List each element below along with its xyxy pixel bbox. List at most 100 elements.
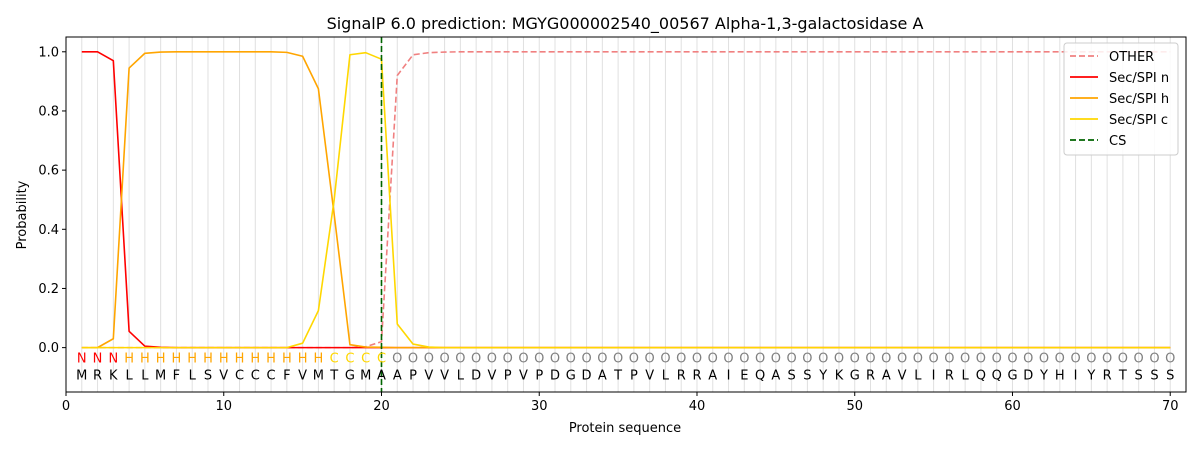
region-label: H bbox=[124, 351, 134, 366]
residue-label: M bbox=[313, 369, 324, 384]
region-label: O bbox=[660, 351, 670, 366]
x-tick-label: 60 bbox=[1004, 399, 1021, 414]
residue-label: D bbox=[471, 369, 481, 384]
residue-label: R bbox=[93, 369, 102, 384]
region-label: O bbox=[944, 351, 954, 366]
residue-label: D bbox=[1023, 369, 1033, 384]
region-label: O bbox=[692, 351, 702, 366]
legend-label: Sec/SPI h bbox=[1109, 92, 1169, 107]
y-tick-label: 0.2 bbox=[38, 282, 59, 297]
residue-label: D bbox=[582, 369, 592, 384]
region-label: O bbox=[1102, 351, 1112, 366]
residue-label: M bbox=[76, 369, 87, 384]
residue-label: D bbox=[550, 369, 560, 384]
x-tick-label: 10 bbox=[215, 399, 232, 414]
residue-label: C bbox=[251, 369, 260, 384]
region-label: H bbox=[203, 351, 213, 366]
region-label: H bbox=[298, 351, 308, 366]
axes: 0 10 20 30 40 50 60 70 0.0 0.2 0.4 0.6 0.8 1.0 bbox=[38, 45, 1178, 414]
residue-label: G bbox=[850, 369, 860, 384]
region-label: O bbox=[928, 351, 938, 366]
region-label: N bbox=[108, 351, 118, 366]
x-tick-label: 40 bbox=[689, 399, 706, 414]
region-label: O bbox=[992, 351, 1002, 366]
residue-label: L bbox=[141, 369, 149, 384]
region-label: O bbox=[581, 351, 591, 366]
residue-label: G bbox=[345, 369, 355, 384]
legend-box bbox=[1063, 42, 1179, 156]
residue-label: A bbox=[708, 369, 717, 384]
x-tick-label: 0 bbox=[62, 399, 70, 414]
region-label: O bbox=[645, 351, 655, 366]
region-label: C bbox=[345, 351, 354, 366]
region-label: O bbox=[534, 351, 544, 366]
region-label: H bbox=[250, 351, 260, 366]
region-label: O bbox=[1118, 351, 1128, 366]
residue-label: H bbox=[1055, 369, 1065, 384]
residue-label: V bbox=[645, 369, 654, 384]
residue-label: S bbox=[1166, 369, 1174, 384]
residue-label: C bbox=[267, 369, 276, 384]
y-tick-label: 0.0 bbox=[38, 341, 59, 356]
region-label: N bbox=[93, 351, 103, 366]
region-label: O bbox=[613, 351, 623, 366]
residue-label: T bbox=[1118, 369, 1127, 384]
region-label: O bbox=[1070, 351, 1080, 366]
residue-label: I bbox=[1074, 369, 1078, 384]
residue-label: S bbox=[803, 369, 811, 384]
region-label: O bbox=[1007, 351, 1017, 366]
region-label: O bbox=[597, 351, 607, 366]
region-label: H bbox=[282, 351, 292, 366]
residue-label: S bbox=[788, 369, 796, 384]
residue-label: T bbox=[329, 369, 338, 384]
residue-label: K bbox=[835, 369, 844, 384]
residue-label: Q bbox=[976, 369, 986, 384]
region-label: O bbox=[850, 351, 860, 366]
region-label: N bbox=[77, 351, 87, 366]
region-label: O bbox=[771, 351, 781, 366]
residue-label: P bbox=[504, 369, 512, 384]
residue-label: V bbox=[219, 369, 228, 384]
region-label: O bbox=[676, 351, 686, 366]
residue-label: R bbox=[866, 369, 875, 384]
residue-label: V bbox=[487, 369, 496, 384]
residue-label: A bbox=[598, 369, 607, 384]
residue-label: A bbox=[393, 369, 402, 384]
region-label: O bbox=[471, 351, 481, 366]
residue-label: F bbox=[173, 369, 180, 384]
region-label: O bbox=[755, 351, 765, 366]
residue-label: L bbox=[457, 369, 465, 384]
residue-label: A bbox=[377, 369, 386, 384]
residue-label: A bbox=[882, 369, 891, 384]
region-label: O bbox=[1165, 351, 1175, 366]
region-label: O bbox=[392, 351, 402, 366]
x-tick-label: 30 bbox=[531, 399, 548, 414]
residue-label: S bbox=[1150, 369, 1158, 384]
residue-label: F bbox=[283, 369, 290, 384]
residue-label: V bbox=[440, 369, 449, 384]
x-tick-label: 20 bbox=[373, 399, 390, 414]
sequence-labels: NMNRNKHLHLHMHFHLHSHVHCHCHCHFHVHMCTCGCMCA… bbox=[76, 351, 1175, 383]
region-label: H bbox=[187, 351, 197, 366]
region-label: O bbox=[897, 351, 907, 366]
region-label: O bbox=[1039, 351, 1049, 366]
region-label: O bbox=[566, 351, 576, 366]
residue-label: L bbox=[962, 369, 970, 384]
x-tick-label: 50 bbox=[846, 399, 863, 414]
region-label: O bbox=[439, 351, 449, 366]
residue-label: L bbox=[914, 369, 922, 384]
region-label: H bbox=[314, 351, 324, 366]
residue-label: C bbox=[235, 369, 244, 384]
region-label: O bbox=[834, 351, 844, 366]
series-line-sec-spi-n bbox=[81, 50, 1171, 349]
series-line-sec-spi-h bbox=[81, 50, 1171, 349]
region-label: H bbox=[235, 351, 245, 366]
residue-label: V bbox=[298, 369, 307, 384]
region-label: O bbox=[1055, 351, 1065, 366]
residue-label: G bbox=[566, 369, 576, 384]
region-label: O bbox=[802, 351, 812, 366]
y-tick-label: 0.4 bbox=[38, 223, 59, 238]
residue-label: G bbox=[1007, 369, 1017, 384]
